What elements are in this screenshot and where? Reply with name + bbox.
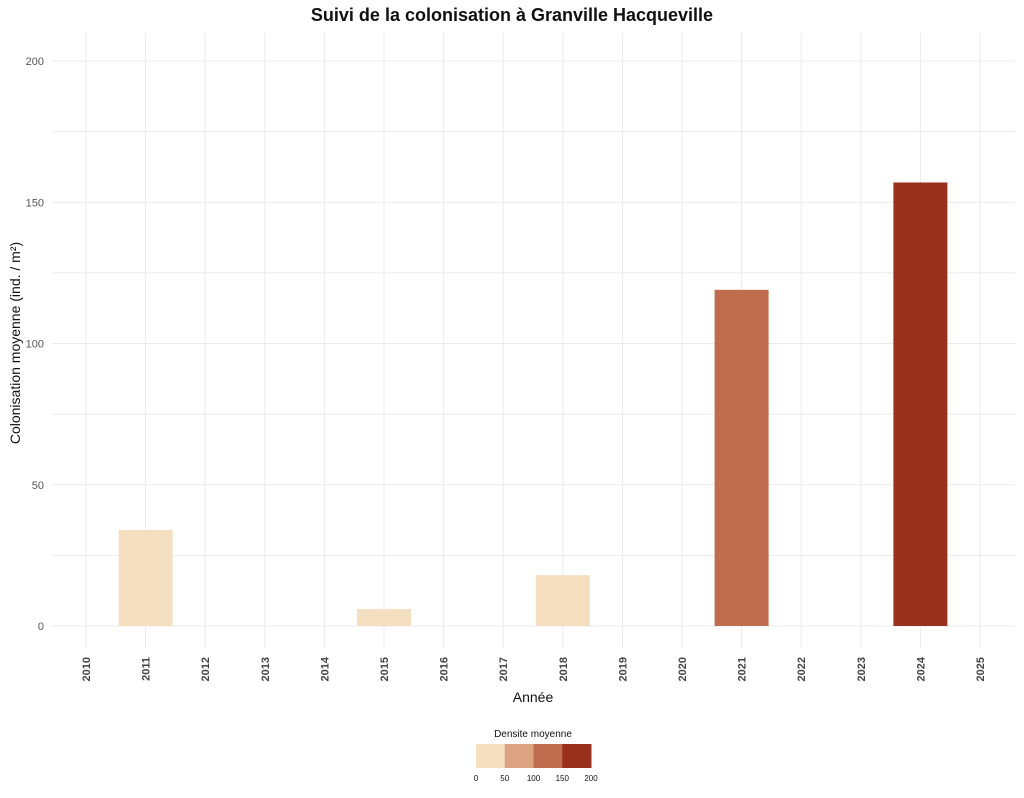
x-tick-label: 2023 xyxy=(856,657,868,681)
bar-2015 xyxy=(357,609,411,626)
bars xyxy=(118,182,948,626)
x-tick-label: 2013 xyxy=(260,657,272,681)
legend-tick-label: 50 xyxy=(500,774,509,783)
chart-title: Suivi de la colonisation à Granville Hac… xyxy=(310,5,714,25)
y-tick-label: 150 xyxy=(26,197,44,209)
x-tick-label: 2018 xyxy=(558,657,570,681)
y-tick-label: 100 xyxy=(26,339,44,351)
y-axis-label: Colonisation moyenne (ind. / m²) xyxy=(7,242,23,444)
x-tick-label: 2011 xyxy=(141,657,153,681)
x-tick-label: 2017 xyxy=(498,657,510,681)
x-tick-label: 2025 xyxy=(975,657,987,681)
legend-tick-label: 0 xyxy=(474,774,479,783)
y-tick-label: 50 xyxy=(32,480,44,492)
legend-title: Densite moyenne xyxy=(494,729,572,740)
x-axis-label: Année xyxy=(513,689,554,705)
y-tick-label: 200 xyxy=(26,56,44,68)
legend-swatch xyxy=(504,744,534,768)
legend-tick-label: 150 xyxy=(556,774,570,783)
legend-swatch xyxy=(476,744,506,768)
x-axis-ticks: 2010 2011 2012 2013 2014 2015 2016 2017 2018 2019… xyxy=(81,656,987,681)
legend-swatch xyxy=(533,744,563,768)
bar-2021 xyxy=(714,289,769,626)
legend-tick-label: 100 xyxy=(527,774,541,783)
bar-2024 xyxy=(893,182,948,626)
grid-lines xyxy=(52,33,1015,648)
x-tick-label: 2022 xyxy=(796,657,808,681)
y-tick-label: 0 xyxy=(38,621,44,633)
bar-2018 xyxy=(535,575,590,626)
x-tick-label: 2021 xyxy=(737,657,749,681)
x-tick-label: 2024 xyxy=(915,656,927,681)
legend-swatch xyxy=(562,744,592,768)
x-tick-label: 2019 xyxy=(617,657,629,681)
x-tick-label: 2020 xyxy=(677,657,689,681)
x-tick-label: 2010 xyxy=(81,657,93,681)
x-tick-label: 2012 xyxy=(200,657,212,681)
x-tick-label: 2016 xyxy=(439,657,451,681)
y-axis-ticks: 0 50 100 150 200 xyxy=(26,56,44,633)
legend: Densite moyenne 0 50 100 150 200 xyxy=(474,729,598,783)
legend-tick-label: 200 xyxy=(584,774,598,783)
x-tick-label: 2014 xyxy=(319,656,331,681)
bar-2011 xyxy=(118,529,173,626)
x-tick-label: 2015 xyxy=(379,657,391,681)
